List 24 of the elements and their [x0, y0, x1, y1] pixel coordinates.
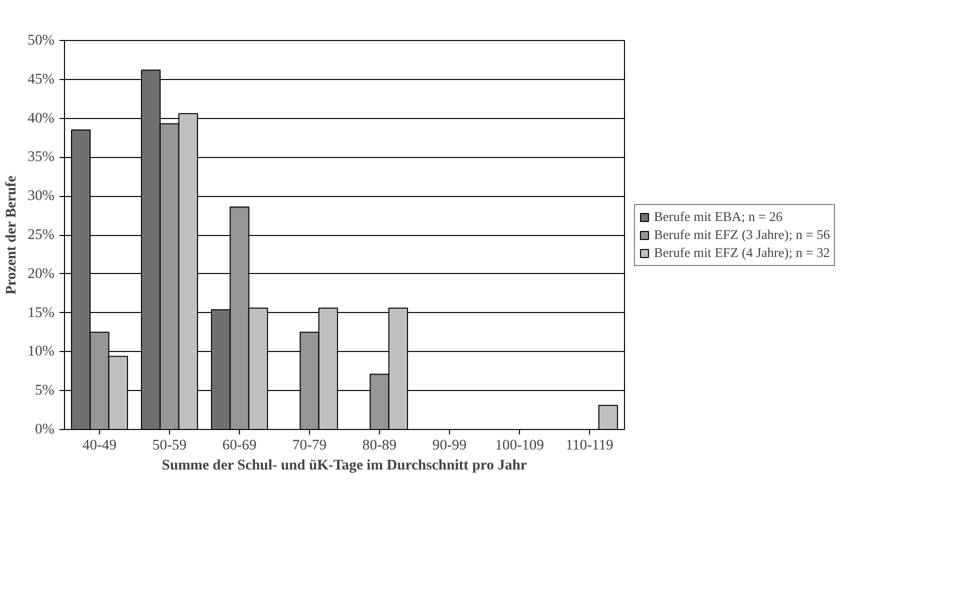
y-tick-label: 50% [28, 32, 55, 48]
y-tick-label: 30% [28, 188, 55, 204]
x-tick-label: 110-119 [566, 438, 614, 454]
x-tick-label: 80-89 [362, 438, 397, 454]
y-tick-label: 25% [28, 227, 55, 243]
y-tick-label: 0% [34, 422, 55, 438]
legend-label: Berufe mit EFZ (3 Jahre); n = 56 [654, 226, 830, 242]
y-axis-title: Prozent der Berufe [4, 175, 20, 295]
y-tick-label: 40% [28, 110, 55, 126]
x-tick-label: 90-99 [432, 438, 467, 454]
x-axis-title: Summe der Schul- und üK-Tage im Durchschnitt pro Jahr [162, 458, 528, 474]
legend-label: Berufe mit EBA; n = 26 [654, 208, 783, 224]
x-tick-label: 40-49 [82, 438, 117, 454]
y-tick-label: 10% [28, 344, 55, 360]
x-tick-label: 100-109 [495, 438, 544, 454]
x-tick-label: 70-79 [292, 438, 327, 454]
y-tick-label: 15% [28, 304, 55, 321]
y-tick-label: 5% [34, 382, 55, 399]
x-tick-label: 50-59 [152, 438, 187, 454]
y-tick-label: 20% [28, 266, 55, 282]
legend-label: Berufe mit EFZ (4 Jahre); n = 32 [654, 244, 830, 260]
x-tick-label: 60-69 [222, 438, 257, 454]
y-tick-label: 45% [28, 71, 55, 88]
y-tick-label: 35% [28, 149, 55, 166]
